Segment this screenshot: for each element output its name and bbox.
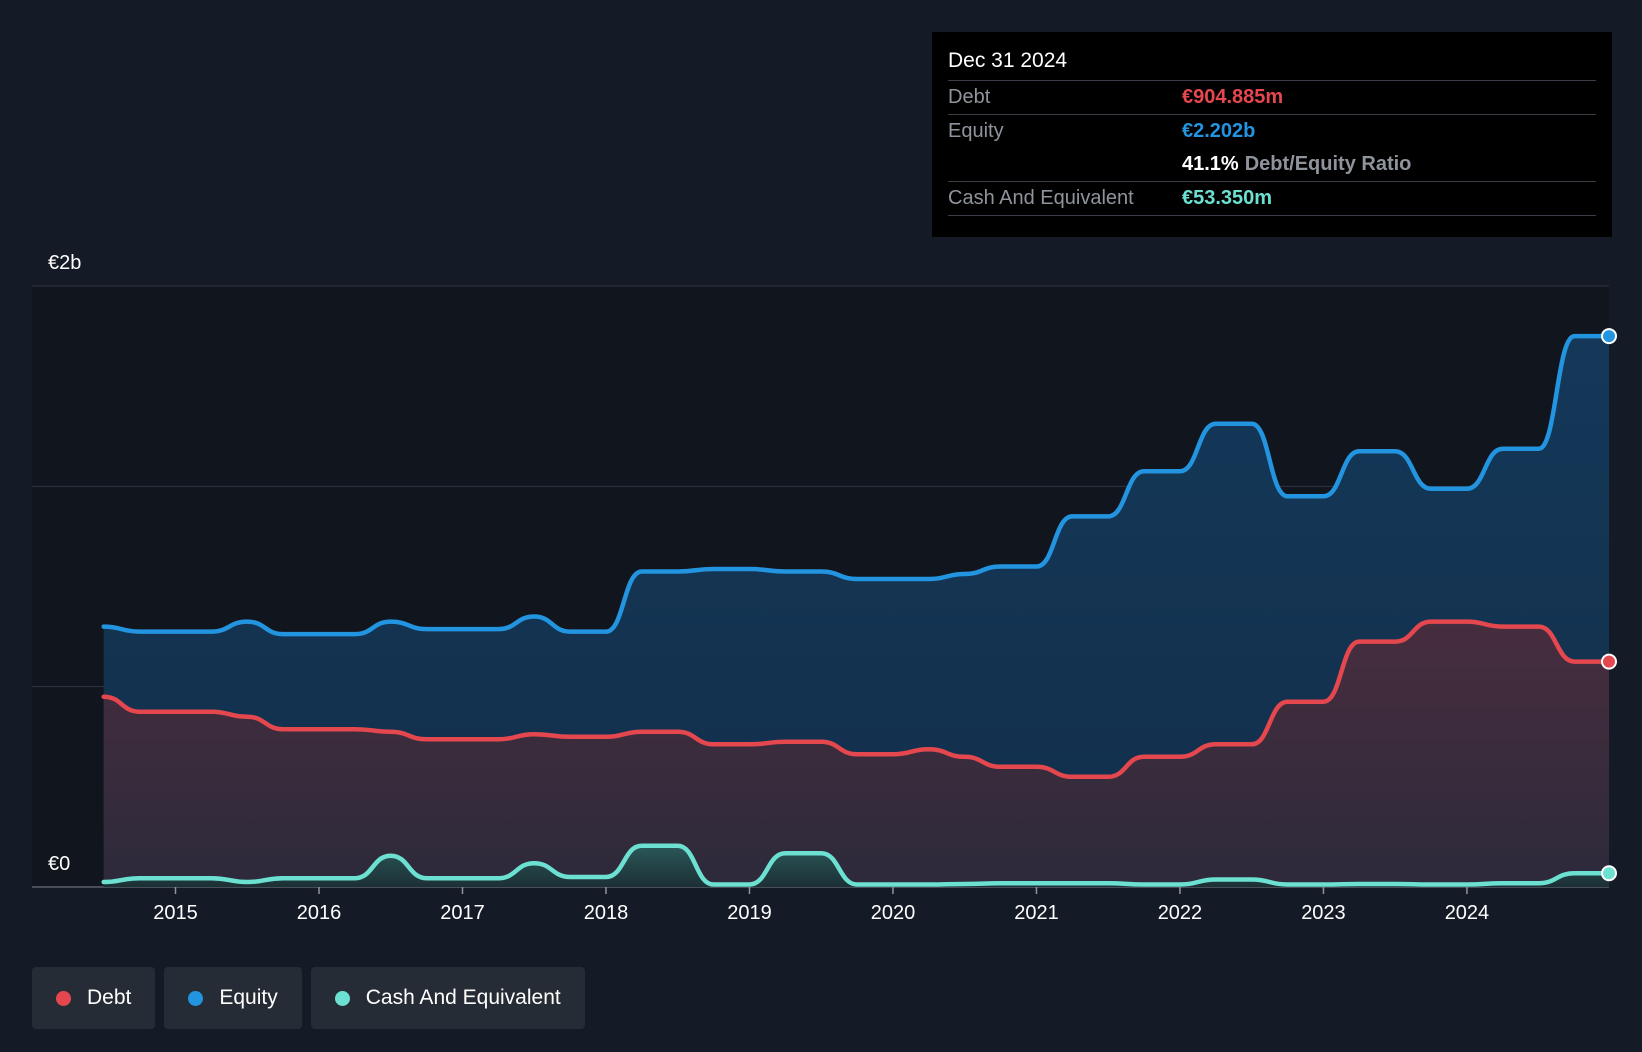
tooltip-ratio-row: 41.1% Debt/Equity Ratio — [948, 148, 1596, 181]
x-tick-label: 2024 — [1445, 902, 1490, 924]
tooltip-cash-value: €53.350m — [1182, 187, 1273, 209]
x-tick-label: 2016 — [297, 902, 342, 924]
y-axis-labels: €2b €0 — [48, 252, 81, 875]
y-tick-label: €0 — [48, 853, 70, 875]
tooltip-equity-label: Equity — [948, 120, 1004, 142]
x-tick-label: 2015 — [153, 902, 198, 924]
x-tick-label: 2019 — [727, 902, 772, 924]
cash-line — [101, 843, 1612, 887]
legend-cash-label: Cash And Equivalent — [365, 986, 561, 1009]
tooltip-cash-row: Cash And Equivalent €53.350m — [948, 181, 1596, 216]
cash-end-point — [1601, 865, 1617, 882]
tooltip-debt-row: Debt €904.885m — [948, 80, 1596, 114]
debt-line — [101, 619, 1612, 780]
legend-equity-label: Equity — [219, 986, 278, 1009]
equity-end-point — [1601, 328, 1617, 345]
x-tick-label: 2021 — [1014, 902, 1059, 924]
equity-line — [101, 333, 1612, 637]
tooltip-panel: Dec 31 2024 Debt €904.885m Equity €2.202… — [932, 32, 1612, 237]
x-tick-label: 2018 — [584, 902, 629, 924]
x-tick-label: 2017 — [440, 902, 485, 924]
tooltip-debt-value: €904.885m — [1182, 86, 1284, 108]
tooltip-date: Dec 31 2024 — [948, 49, 1068, 72]
debt-dot-icon — [56, 990, 71, 1006]
equity-dot-icon — [188, 990, 204, 1006]
x-tick-label: 2022 — [1158, 902, 1203, 924]
tooltip-ratio-value: 41.1% — [1182, 153, 1239, 175]
x-tick-label: 2020 — [871, 902, 916, 924]
y-tick-label: €2b — [48, 252, 81, 274]
tooltip-cash-label: Cash And Equivalent — [948, 187, 1134, 209]
x-axis: 2015 2016 2017 2018 2019 2020 2021 2022 2023 2024 — [153, 887, 1489, 924]
tooltip-equity-value: €2.202b — [1182, 120, 1256, 142]
tooltip-debt-label: Debt — [948, 86, 991, 108]
debt-end-point — [1601, 653, 1617, 670]
legend-item-cash[interactable]: Cash And Equivalent — [310, 967, 585, 1029]
tooltip-ratio-label: Debt/Equity Ratio — [1244, 153, 1412, 175]
legend-debt-label: Debt — [87, 986, 132, 1009]
cash-dot-icon — [334, 990, 350, 1006]
series-layer — [101, 328, 1617, 888]
x-tick-label: 2023 — [1301, 902, 1346, 924]
tooltip-equity-row: Equity €2.202b — [948, 114, 1596, 148]
legend-item-debt[interactable]: Debt — [32, 967, 156, 1029]
legend-item-equity[interactable]: Equity — [164, 967, 302, 1029]
legend: Debt Equity Cash And Equivalent — [32, 967, 585, 1029]
